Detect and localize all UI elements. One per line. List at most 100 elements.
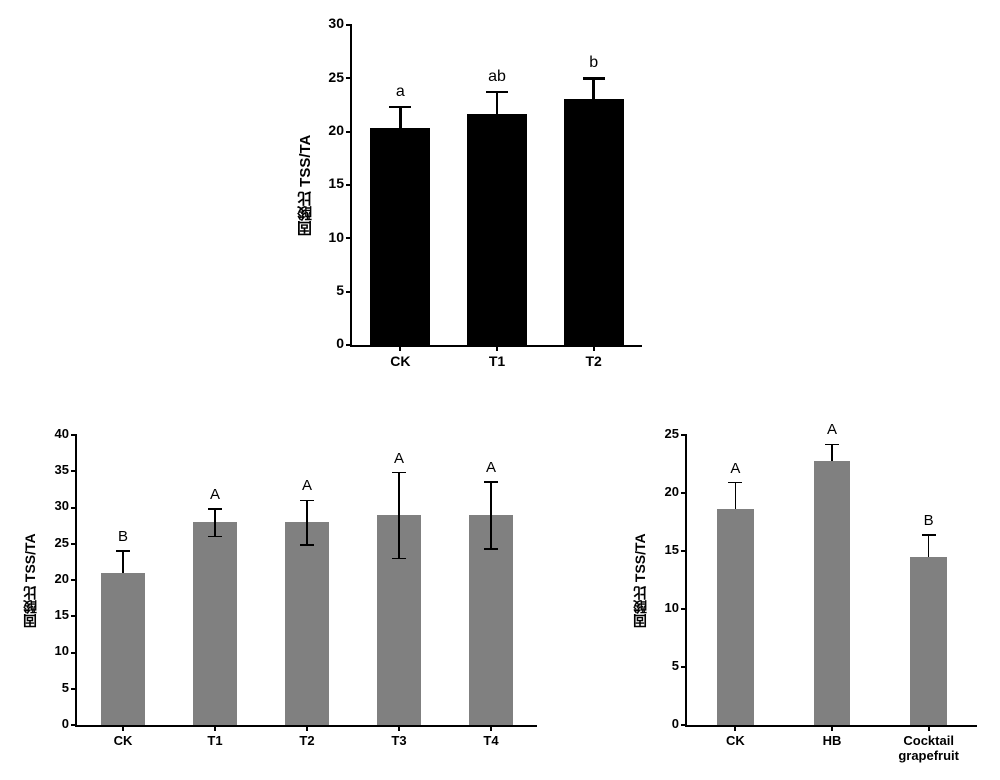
error-cap — [116, 550, 130, 552]
error-bar — [399, 107, 402, 128]
y-tick — [681, 434, 687, 436]
error-cap — [728, 482, 742, 484]
x-tick — [490, 725, 492, 731]
x-tick — [496, 345, 498, 351]
y-tick-label: 0 — [302, 335, 344, 351]
error-cap — [300, 500, 314, 502]
error-bar — [306, 500, 308, 545]
bar — [285, 522, 329, 725]
y-tick — [346, 24, 352, 26]
x-tick-label: T2 — [261, 733, 353, 748]
y-tick-label: 30 — [302, 15, 344, 31]
x-tick-label: T3 — [353, 733, 445, 748]
error-bar — [592, 78, 595, 98]
significance-label: B — [93, 528, 153, 545]
x-tick — [399, 345, 401, 351]
x-tick-label: CK — [687, 733, 784, 748]
error-bar — [214, 509, 216, 537]
significance-label: A — [277, 477, 337, 494]
bar — [814, 461, 851, 725]
error-cap — [208, 508, 222, 510]
significance-label: A — [705, 460, 765, 477]
significance-label: B — [899, 512, 959, 529]
x-tick-label: T4 — [445, 733, 537, 748]
error-cap — [922, 534, 936, 536]
error-bar — [122, 551, 124, 573]
bar — [193, 522, 237, 725]
x-tick-label: CK — [352, 353, 449, 369]
error-bar — [398, 473, 400, 559]
x-tick-label: T2 — [545, 353, 642, 369]
x-tick-label: T1 — [449, 353, 546, 369]
chart-top: 051015202530aCKabT1bT2固酸比 TSS/TA — [280, 5, 660, 385]
y-tick — [346, 184, 352, 186]
significance-label: a — [370, 83, 430, 101]
error-bar — [928, 535, 930, 557]
y-tick — [681, 492, 687, 494]
y-tick — [346, 291, 352, 293]
bar — [467, 114, 527, 345]
y-tick-label: 0 — [637, 716, 679, 731]
y-tick — [681, 608, 687, 610]
x-tick — [214, 725, 216, 731]
x-tick — [306, 725, 308, 731]
significance-label: A — [461, 459, 521, 476]
bar — [910, 557, 947, 725]
y-tick — [346, 237, 352, 239]
significance-label: ab — [467, 68, 527, 86]
error-cap — [486, 91, 508, 94]
x-tick — [122, 725, 124, 731]
error-cap — [208, 536, 222, 538]
error-bar — [735, 483, 737, 510]
y-tick — [681, 550, 687, 552]
chart-bottom-right: 0510152025ACKAHBBCocktail grapefruit 固酸比 … — [620, 420, 990, 770]
chart-bottom-right-plot: 0510152025ACKAHBBCocktail grapefruit — [685, 435, 977, 727]
chart-top-plot: 051015202530aCKabT1bT2 — [350, 25, 642, 347]
error-cap — [484, 481, 498, 483]
error-cap — [583, 77, 605, 80]
y-axis-title: 固酸比 TSS/TA — [630, 479, 650, 682]
y-tick — [71, 470, 77, 472]
x-tick-label: T1 — [169, 733, 261, 748]
chart-bottom-left-plot: 0510152025303540BCKAT1AT2AT3AT4 — [75, 435, 537, 727]
bar — [717, 509, 754, 725]
x-tick — [831, 725, 833, 731]
significance-label: A — [369, 450, 429, 467]
x-tick-label: Cocktail grapefruit — [880, 733, 977, 763]
y-tick-label: 25 — [637, 426, 679, 441]
y-tick — [71, 615, 77, 617]
y-tick — [71, 652, 77, 654]
bar — [370, 128, 430, 345]
error-bar — [490, 482, 492, 549]
significance-label: b — [564, 54, 624, 72]
y-tick — [71, 434, 77, 436]
bar — [101, 573, 145, 725]
y-tick — [71, 724, 77, 726]
y-tick — [681, 666, 687, 668]
error-cap — [484, 548, 498, 550]
y-tick — [346, 344, 352, 346]
y-tick — [681, 724, 687, 726]
y-tick — [71, 507, 77, 509]
significance-label: A — [802, 421, 862, 438]
y-tick-label: 40 — [27, 426, 69, 441]
error-cap — [825, 444, 839, 446]
y-tick — [346, 77, 352, 79]
y-axis-title: 固酸比 TSS/TA — [295, 73, 316, 297]
error-bar — [831, 444, 833, 460]
y-tick — [71, 579, 77, 581]
chart-bottom-left: 0510152025303540BCKAT1AT2AT3AT4 固酸比 TSS/T… — [10, 420, 550, 770]
x-tick — [734, 725, 736, 731]
y-tick-label: 35 — [27, 462, 69, 477]
bar — [564, 99, 624, 345]
x-tick — [593, 345, 595, 351]
y-tick-label: 0 — [27, 716, 69, 731]
error-cap — [389, 106, 411, 109]
error-cap — [392, 558, 406, 560]
error-bar — [496, 92, 499, 113]
error-cap — [392, 472, 406, 474]
y-tick — [71, 543, 77, 545]
x-tick-label: CK — [77, 733, 169, 748]
x-tick — [928, 725, 930, 731]
y-axis-title: 固酸比 TSS/TA — [20, 479, 40, 682]
